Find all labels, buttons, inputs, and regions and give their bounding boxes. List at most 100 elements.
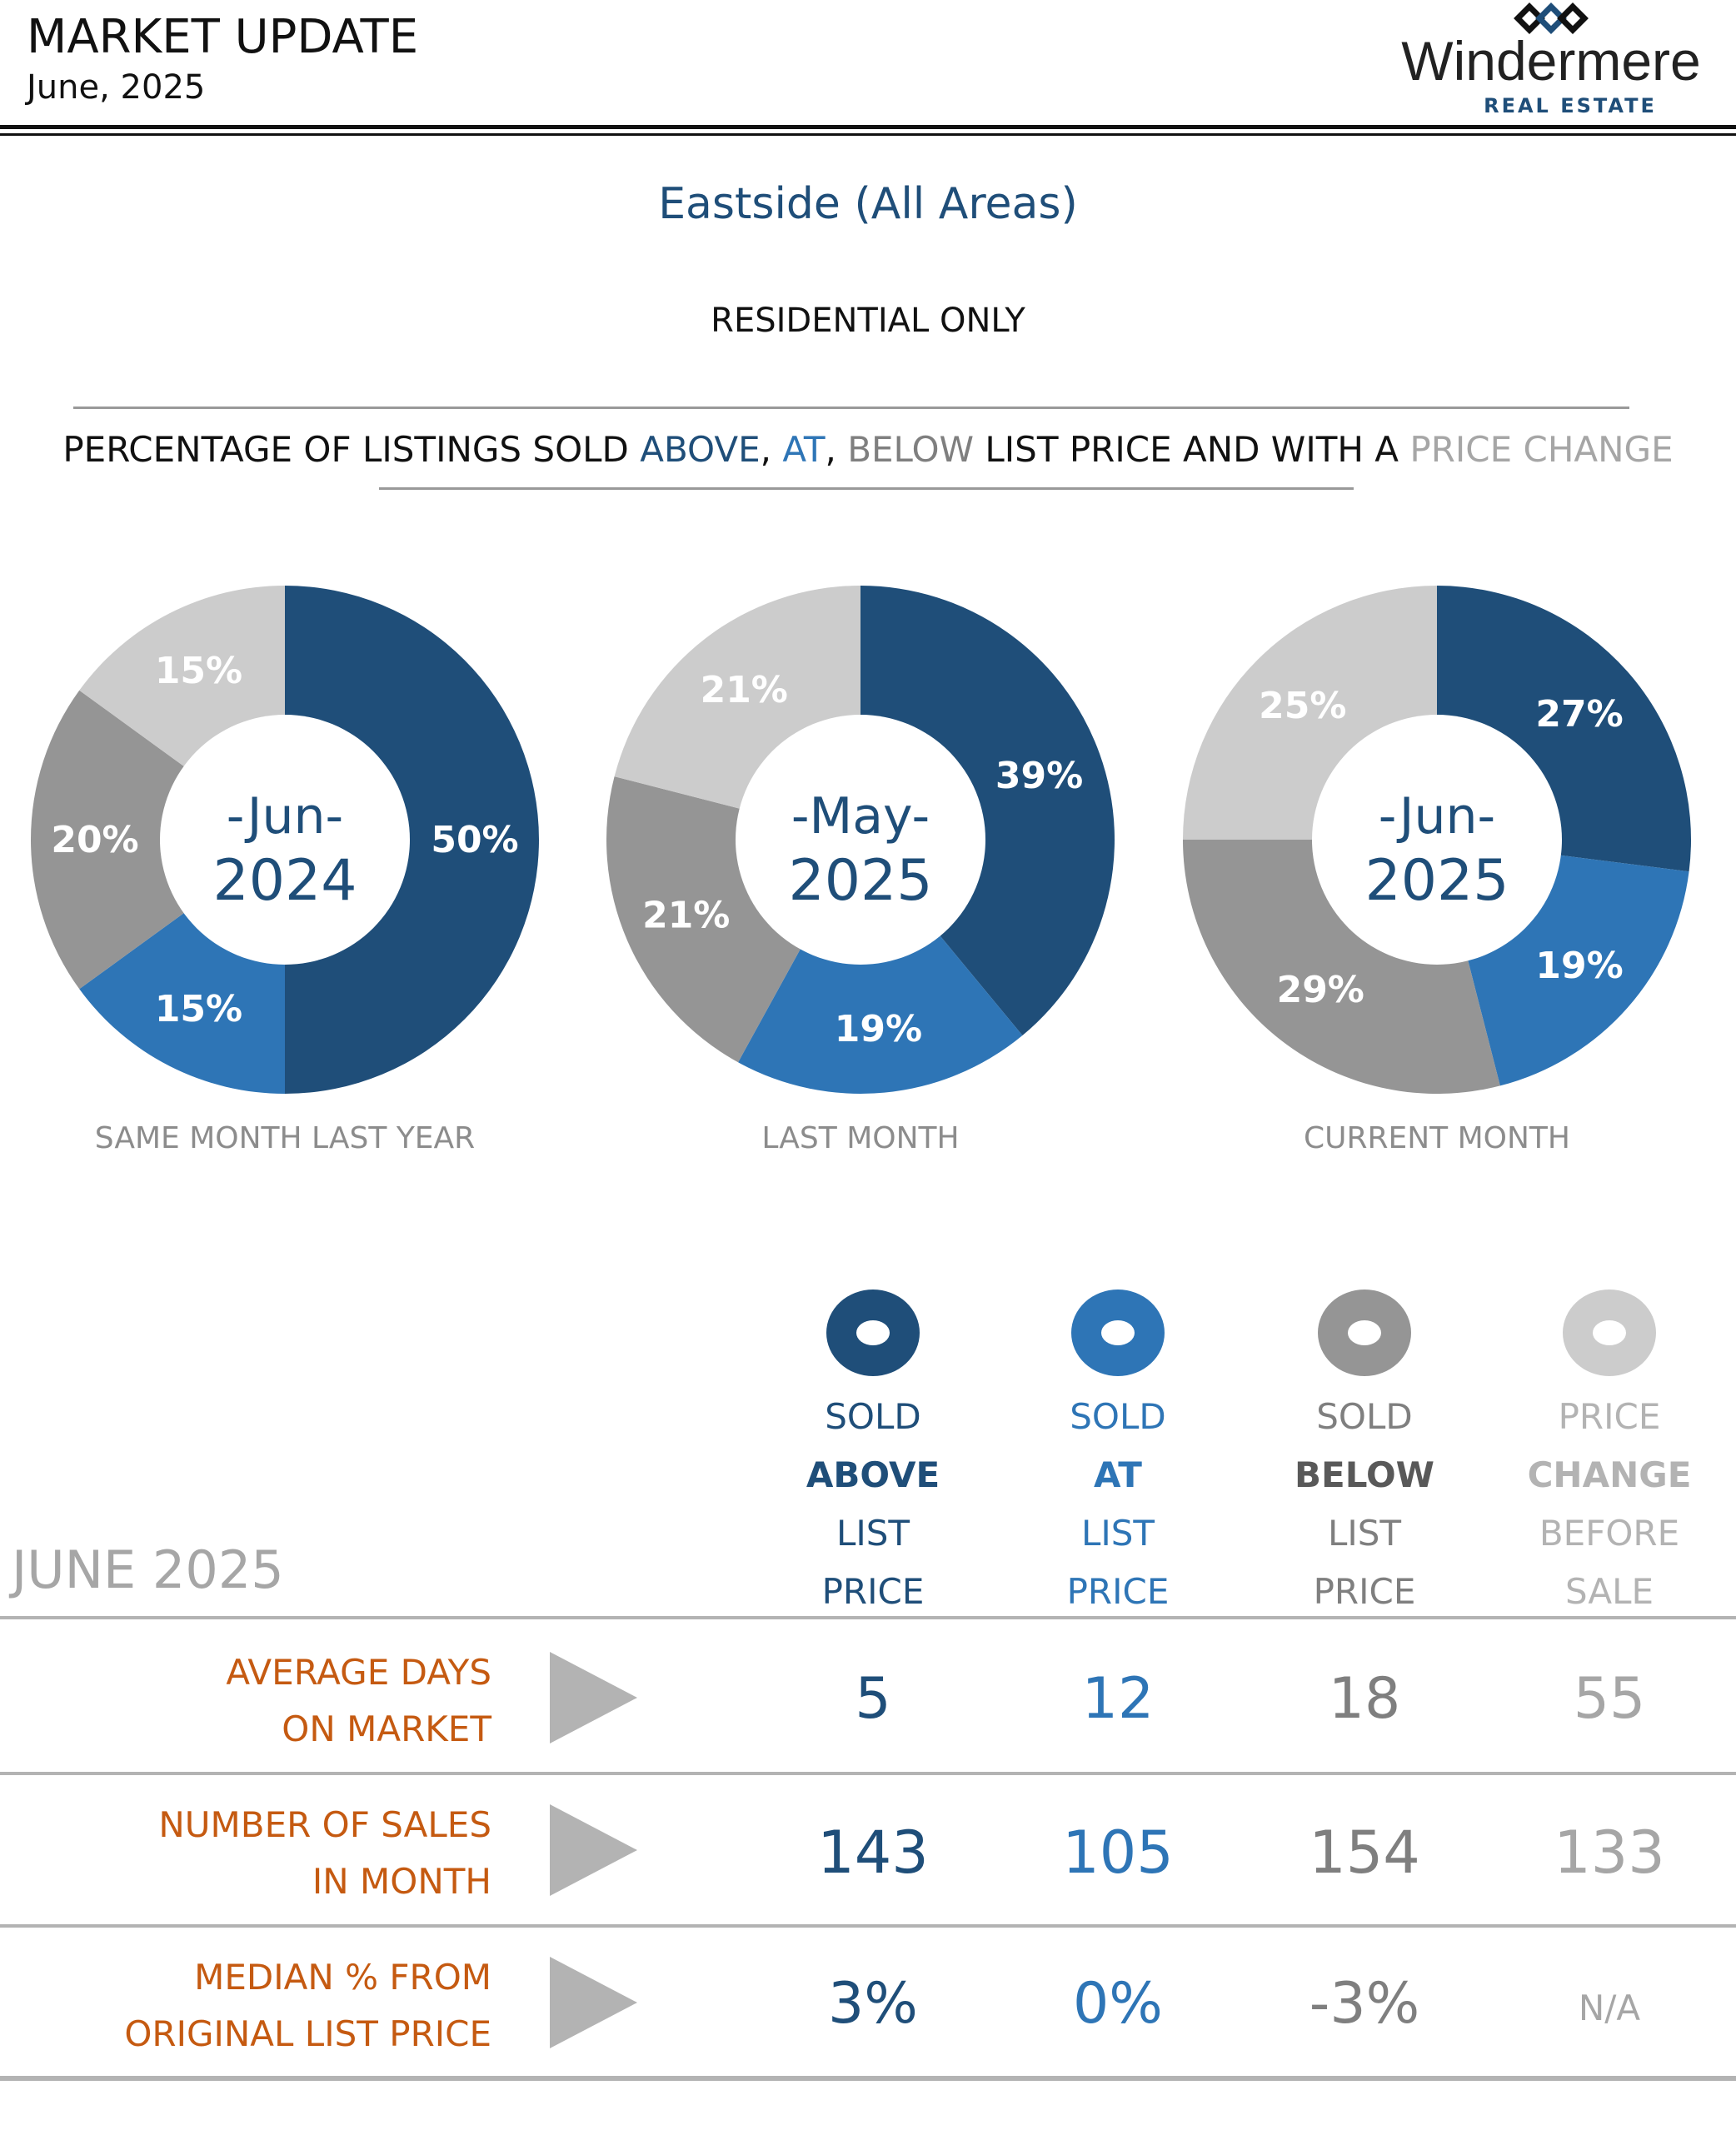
table-cell: 18	[1328, 1666, 1401, 1732]
table-cell: 55	[1573, 1666, 1646, 1732]
section-rule-bottom	[379, 487, 1354, 490]
row-label-line: AVERAGE DAYS	[226, 1652, 491, 1693]
legend-label-line: PRICE	[1559, 1396, 1661, 1437]
brand-logo: Windermere REAL ESTATE	[1401, 2, 1701, 117]
slice-label: 20%	[51, 819, 138, 861]
donut-hole	[736, 715, 985, 965]
slice-label: 21%	[701, 669, 788, 711]
area-title: Eastside (All Areas)	[658, 179, 1078, 229]
pie-slice-below	[30, 690, 285, 990]
row-label-num-sales: NUMBER OF SALES IN MONTH	[50, 1797, 491, 1910]
row-label-avg-days: AVERAGE DAYS ON MARKET	[50, 1644, 491, 1758]
table-cell: 154	[1309, 1818, 1420, 1887]
table-cell: 143	[817, 1818, 929, 1887]
slice-label: 19%	[835, 1008, 922, 1050]
row-label-line: ON MARKET	[282, 1709, 491, 1749]
donut-icon-hole	[1593, 1320, 1626, 1345]
chart-caption: LAST MONTH	[761, 1121, 959, 1150]
pie-slice-above	[861, 586, 1115, 1036]
table-rule	[0, 1616, 1736, 1619]
donut-icon-hole	[1101, 1320, 1135, 1345]
section-title-change: PRICE CHANGE	[1409, 429, 1674, 470]
slice-label: 39%	[995, 755, 1083, 797]
legend-label-line: AT	[1094, 1454, 1142, 1495]
page-title: MARKET UPDATE	[27, 10, 419, 64]
table-cell: 3%	[828, 1971, 918, 2037]
slice-label: 19%	[1535, 945, 1623, 987]
donut-chart: 27% 19% 29% 25% -Jun-2025	[1183, 586, 1691, 1094]
legend-item-change: PRICE CHANGE BEFORE SALE	[1528, 1290, 1692, 1612]
section-rule-top	[73, 407, 1629, 409]
table-cell: 12	[1081, 1666, 1155, 1732]
subtitle: RESIDENTIAL ONLY	[711, 302, 1025, 340]
section-title-prefix: PERCENTAGE OF LISTINGS SOLD	[62, 429, 641, 470]
row-label-line: MEDIAN % FROM	[194, 1957, 491, 1998]
chart-caption: CURRENT MONTH	[1304, 1121, 1570, 1150]
section-title-above: ABOVE	[640, 429, 761, 470]
table-rule-bottom	[0, 2076, 1736, 2081]
donut-icon-hole	[856, 1320, 890, 1345]
legend-label-line: CHANGE	[1528, 1454, 1692, 1495]
section-title-middle: LIST PRICE AND WITH A	[974, 429, 1410, 470]
legend: SOLD ABOVE LIST PRICE SOLD AT LIST PRICE SOLD BEL…	[806, 1290, 1692, 1612]
legend-item-above: SOLD ABOVE LIST PRICE	[806, 1290, 940, 1612]
slice-label: 21%	[642, 895, 730, 937]
table-rule	[0, 1772, 1736, 1775]
table-rule	[0, 1924, 1736, 1928]
slice-label: 27%	[1535, 693, 1623, 736]
brand-name: Windermere	[1401, 30, 1700, 92]
donut-hole	[160, 715, 410, 965]
brand-tagline: REAL ESTATE	[1484, 94, 1657, 117]
header-rule-thin	[0, 133, 1736, 136]
header-rule	[0, 125, 1736, 129]
donut-icon-hole	[1348, 1320, 1381, 1345]
center-label-year: 2024	[212, 848, 357, 914]
row-label-line: IN MONTH	[312, 1861, 491, 1902]
slice-label: 29%	[1277, 969, 1364, 1011]
table-cell: 0%	[1073, 1971, 1163, 2037]
legend-label-line: SOLD	[825, 1396, 920, 1437]
report-date: June, 2025	[27, 68, 206, 107]
slice-label: 15%	[155, 988, 242, 1030]
legend-item-at: SOLD AT LIST PRICE	[1067, 1290, 1170, 1612]
legend-label-line: LIST	[836, 1513, 910, 1554]
section-title-below: BELOW	[847, 429, 975, 470]
row-label-line: ORIGINAL LIST PRICE	[124, 2013, 491, 2054]
row-label-line: NUMBER OF SALES	[158, 1804, 491, 1845]
legend-label-line: ABOVE	[806, 1454, 940, 1495]
legend-item-below: SOLD BELOW LIST PRICE	[1295, 1290, 1434, 1612]
slice-label: 15%	[155, 650, 242, 692]
pie-slice-above	[285, 586, 539, 1094]
legend-label-line: BEFORE	[1539, 1513, 1679, 1554]
legend-label-line: BELOW	[1295, 1454, 1434, 1495]
slice-label: 25%	[1259, 685, 1346, 727]
donut-chart: 50% 15% 20% 15% -Jun-2024	[30, 586, 539, 1094]
pie-slice-at	[738, 840, 1023, 1094]
slice-label: 50%	[431, 819, 518, 861]
row-label-median: MEDIAN % FROM ORIGINAL LIST PRICE	[50, 1949, 491, 2063]
table-cell: N/A	[1578, 1988, 1641, 2028]
center-label-month: -May-	[791, 787, 930, 846]
chart-caption: SAME MONTH LAST YEAR	[95, 1121, 475, 1150]
legend-label-line: PRICE	[1314, 1571, 1416, 1612]
period-label: JUNE 2025	[12, 1539, 284, 1600]
donut-chart: 39% 19% 21% 21% -May-2025	[606, 586, 1115, 1094]
center-label-year: 2025	[1364, 848, 1509, 914]
legend-label-line: PRICE	[822, 1571, 925, 1612]
legend-label-line: LIST	[1328, 1513, 1401, 1554]
legend-label-line: PRICE	[1067, 1571, 1170, 1612]
windermere-diamond-logo-icon	[1514, 2, 1589, 34]
table-cell: -3%	[1309, 1971, 1420, 2037]
legend-label-line: SOLD	[1316, 1396, 1412, 1437]
triangle-right-icon	[550, 1804, 637, 1896]
triangle-right-icon	[550, 1957, 637, 2048]
center-label-year: 2025	[788, 848, 932, 914]
section-title-at: AT	[782, 429, 826, 470]
center-label-month: -Jun-	[227, 787, 343, 846]
legend-label-line: SOLD	[1070, 1396, 1165, 1437]
table-cell: 133	[1554, 1818, 1665, 1887]
section-title-sep1: ,	[760, 429, 783, 470]
legend-label-line: SALE	[1565, 1571, 1654, 1612]
triangle-right-icon	[550, 1652, 637, 1743]
donut-charts: 50% 15% 20% 15% -Jun-2024 SAME MONTH LAST YEA…	[30, 586, 1691, 1150]
